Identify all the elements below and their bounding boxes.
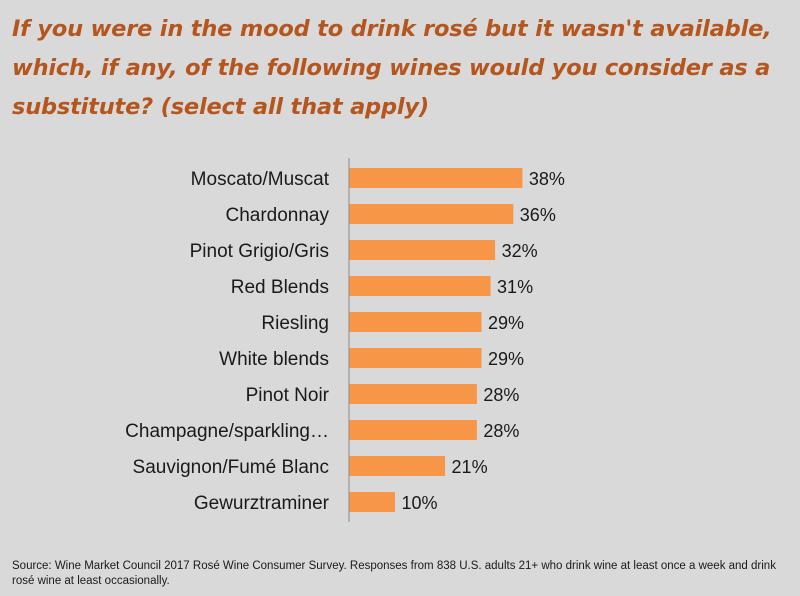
bar	[349, 492, 395, 512]
bar	[349, 456, 446, 476]
category-label: Pinot Grigio/Gris	[190, 241, 329, 262]
bar	[349, 204, 514, 224]
bar	[349, 240, 496, 260]
category-label: Moscato/Muscat	[191, 169, 330, 190]
category-label: Chardonnay	[225, 205, 329, 226]
value-label: 28%	[483, 421, 519, 441]
bar	[349, 384, 477, 404]
chart-title: If you were in the mood to drink rosé bu…	[12, 16, 772, 120]
value-label: 28%	[483, 385, 519, 405]
category-label: Red Blends	[231, 277, 329, 298]
bar	[349, 312, 482, 332]
value-label: 32%	[502, 241, 538, 261]
value-label: 38%	[529, 169, 565, 189]
category-label: Pinot Noir	[246, 385, 330, 406]
bar	[349, 276, 491, 296]
source-note: Source: Wine Market Council 2017 Rosé Wi…	[12, 560, 776, 587]
value-label: 36%	[520, 205, 556, 225]
bar	[349, 348, 482, 368]
bars-layer: Moscato/Muscat 38% Chardonnay 36% Pinot Grig…	[125, 168, 565, 514]
category-label: Champagne/sparkling…	[125, 421, 329, 442]
value-label: 31%	[497, 277, 533, 297]
bar	[349, 168, 523, 188]
category-label: Riesling	[261, 313, 329, 334]
value-label: 29%	[488, 349, 524, 369]
category-label: Sauvignon/Fumé Blanc	[133, 457, 329, 478]
category-label: Gewurztraminer	[194, 493, 330, 514]
value-label: 29%	[488, 313, 524, 333]
category-label: White blends	[219, 349, 329, 370]
value-label: 21%	[452, 457, 488, 477]
bar-chart: Moscato/Muscat 38% Chardonnay 36% Pinot Grig…	[125, 158, 565, 522]
bar	[349, 420, 477, 440]
value-label: 10%	[402, 493, 438, 513]
